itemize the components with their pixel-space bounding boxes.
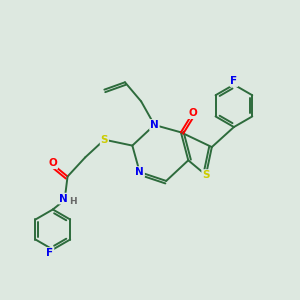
Text: O: O: [49, 158, 57, 168]
Text: F: F: [230, 76, 238, 86]
Text: O: O: [188, 108, 197, 118]
Text: F: F: [46, 248, 53, 258]
Text: N: N: [135, 167, 144, 177]
Text: N: N: [59, 194, 68, 204]
Text: H: H: [69, 197, 77, 206]
Text: S: S: [202, 170, 210, 180]
Text: N: N: [150, 120, 159, 130]
Text: S: S: [100, 135, 108, 145]
